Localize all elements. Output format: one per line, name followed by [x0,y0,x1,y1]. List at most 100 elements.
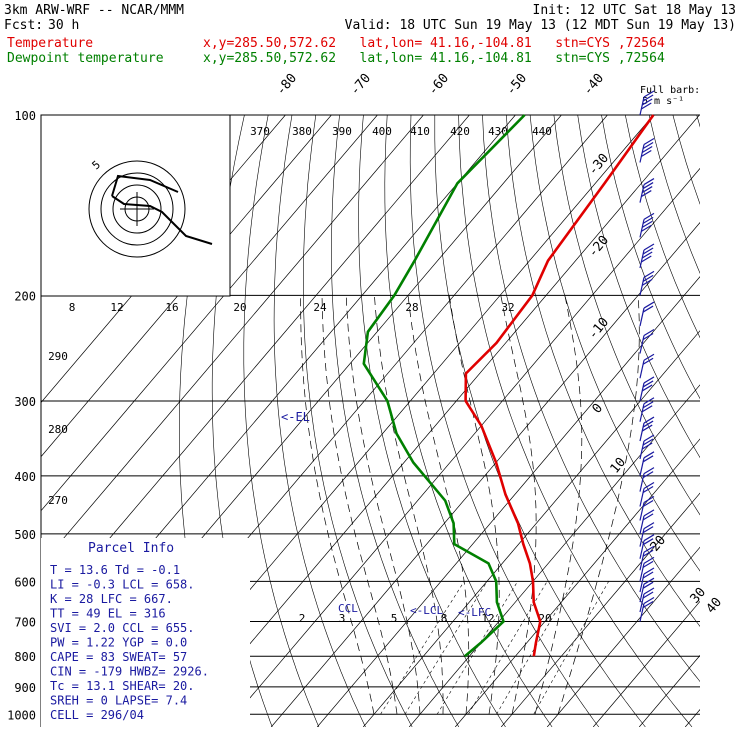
theta-label-440: 440 [532,125,552,138]
wind-barb-flag [643,509,655,517]
wind-barb-flag [643,496,655,504]
wind-barb-flag [643,353,655,361]
wind-barb-staff [639,403,645,422]
wind-barb-flag [643,534,655,542]
wind-barb-flag [640,255,652,263]
barb-legend-line1: Full barb: [640,85,700,96]
wind-barb-flag [643,243,655,251]
wind-barb-staff [639,573,645,593]
pressure-tick-200: 200 [14,289,36,303]
temperature-legend-label: Temperature [7,36,94,51]
wind-barb-flag [641,442,653,450]
wind-barb-flag [642,571,654,579]
isotherm--30 [270,221,700,727]
parcel-row-0: T = 13.6 Td = -0.1 [50,563,180,577]
wind-barb [639,522,655,547]
wind-barb [639,467,655,492]
pressure-tick-500: 500 [14,528,36,542]
wind-barb-flag [642,438,654,446]
wind-barb-staff [639,488,645,507]
dry-adiabat-350 [506,115,700,627]
hodograph: 5 [40,114,231,297]
dry-adiabat-430 [696,115,700,128]
wind-barb-staff [639,307,645,327]
theta-label-370: 370 [250,125,270,138]
pressure-tick-900: 900 [14,681,36,695]
sounding-profiles [362,114,655,658]
parcel-row-7: CIN = -179 HWBZ= 2926. [50,665,209,679]
wind-barb-flag [642,591,654,599]
theta-label-380: 380 [292,125,312,138]
speed-label-8: 8 [69,301,76,314]
wind-barbs [639,90,655,622]
wind-barb [639,301,655,327]
wind-barb-flag [642,332,654,341]
wind-barb-flag [640,190,652,198]
dewpoint-location: x,y=285.50,572.62 lat,lon= 41.16,-104.81… [203,51,665,66]
wind-barb-flag [643,212,655,220]
wind-barb [639,451,655,476]
isotherm-label--10: -10 [586,315,613,343]
isotherm--50 [178,115,700,727]
wind-barb-flag [642,485,654,493]
parcel-row-6: CAPE = 83 SWEAT= 57 [50,650,187,664]
pressure-tick-400: 400 [14,470,36,484]
wind-barb-flag [643,416,655,424]
wind-barb-flag [642,471,654,479]
lcl-label: <-LCL [410,604,443,617]
wind-barb [639,397,655,422]
wind-barb-flag [643,577,655,585]
parcel-info-panel: Parcel Info T = 13.6 Td = -0.1LI = -0.3 L… [41,538,250,727]
dry-adiabat-300 [384,115,553,727]
pressure-tick-600: 600 [14,575,36,589]
wind-barb-flag [643,451,655,459]
wind-barb-flag [643,137,655,145]
theta-label-410: 410 [410,125,430,138]
temperature-profile [464,114,655,657]
isotherm-label--30: -30 [586,151,613,179]
isotherm-label--40: -40 [581,71,608,99]
mixing-ratio-5 [436,581,518,715]
wind-barb-staff [639,184,645,203]
isotherm-40 [592,600,700,727]
wind-barb-flag [643,178,655,186]
wind-barb-staff [639,382,645,402]
hodograph-ring-2 [100,172,174,246]
wind-barb-flag [643,270,655,278]
wind-barb-flag [642,305,654,313]
wind-barb-staff [639,422,645,442]
model-title: 3km ARW-WRF -- NCAR/MMM [4,3,185,18]
moist-adiabat-5 [374,295,444,715]
wind-barb-staff [639,144,645,163]
isotherm--120 [41,115,378,512]
isotherm--40 [224,167,700,727]
wind-barb-flag [640,102,652,110]
forecast-hour: 30 h [48,18,80,33]
mixing-ratio-2 [380,581,465,715]
wind-barb-staff [639,360,645,379]
dewpoint-legend-label: Dewpoint temperature [7,51,164,66]
init-time: Init: 12 UTC Sat 18 May 13 [532,3,737,18]
parcel-row-1: LI = -0.3 LCL = 658. [50,578,195,592]
wind-barb-staff [639,603,645,622]
dewpoint-profile [362,114,526,658]
wind-barb-flag [641,186,653,194]
speed-label-20: 20 [233,301,246,314]
theta-label-400: 400 [372,125,392,138]
pressure-tick-1000: 1000 [7,708,36,722]
wind-barb-flag [643,397,655,405]
wind-barb [639,212,655,238]
wind-barb-flag [642,182,654,190]
pressure-tick-800: 800 [14,650,36,664]
wind-barb-flag [642,600,654,608]
speed-label-12: 12 [110,301,123,314]
parcel-row-5: PW = 1.22 YGP = 0.0 [50,636,187,650]
dry-adiabat-400 [625,115,700,339]
el-label: <-EL [281,410,310,424]
speed-label-24: 24 [313,301,327,314]
wind-barb-flag [643,567,655,575]
mixing-ratio-20 [533,581,609,715]
parcel-row-9: SREH = 0 LAPSE= 7.4 [50,694,187,708]
dry-adiabat-290 [358,115,506,727]
